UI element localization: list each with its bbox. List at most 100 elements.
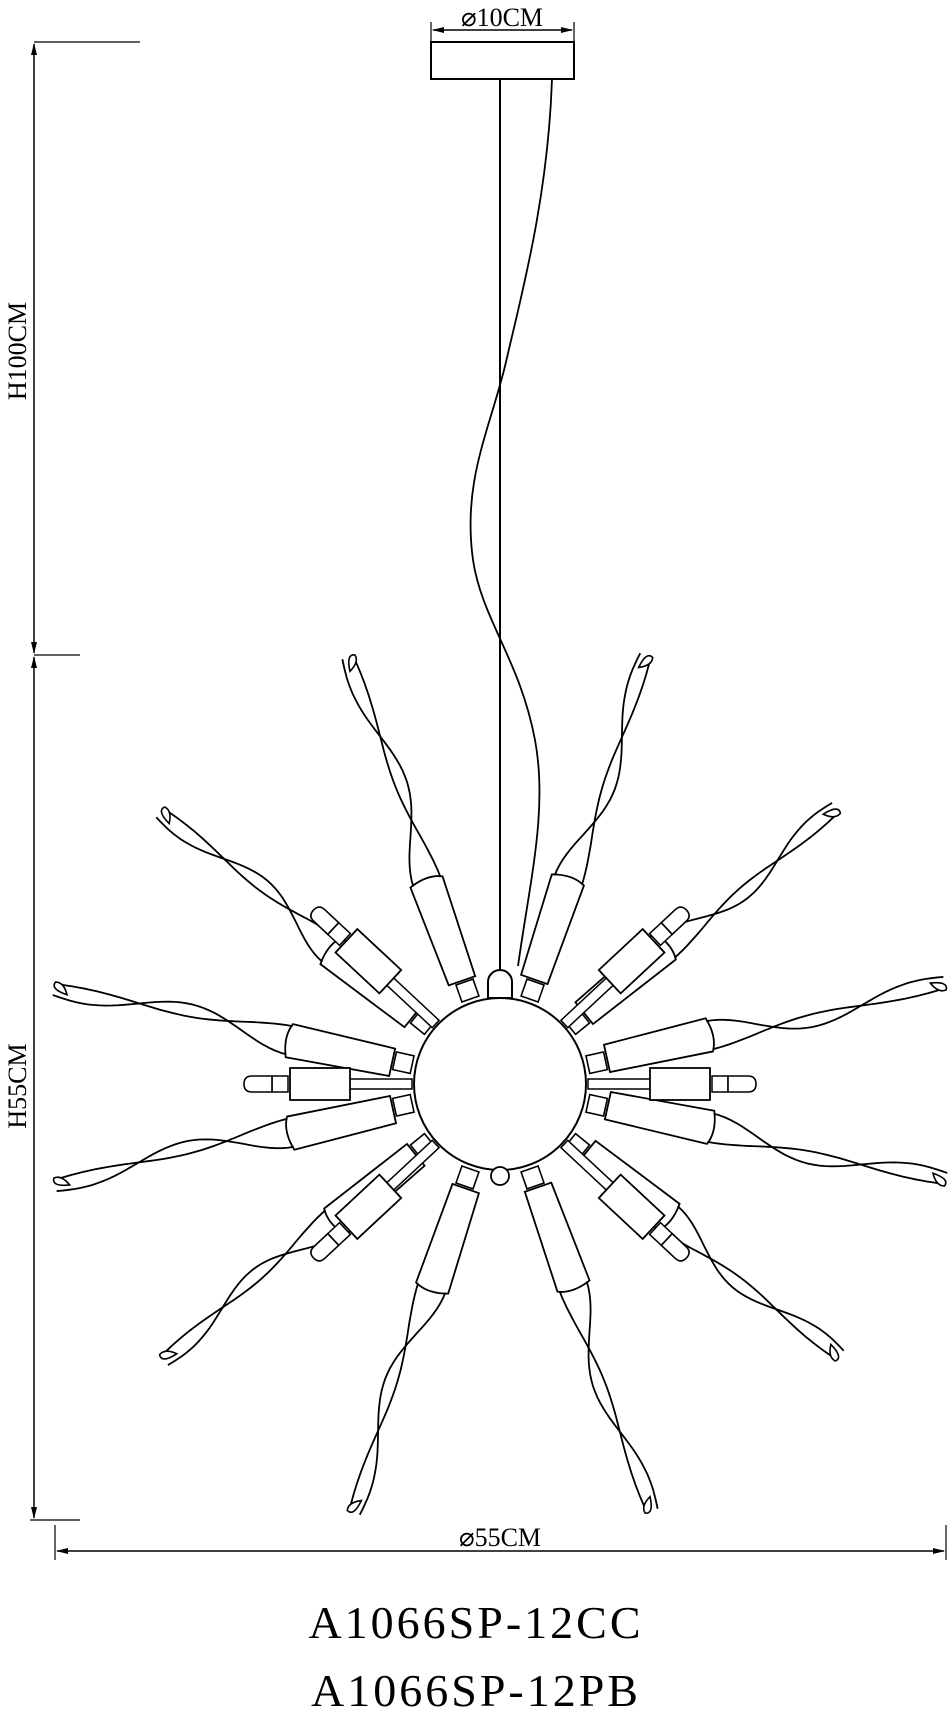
leaf-mount [520,1165,546,1190]
diameter-dimension: ⌀55CM [54,1523,947,1560]
leaf-arm [519,652,654,1003]
leaf-mount [454,978,480,1003]
leaf-tip [829,1342,840,1362]
bulb-base [711,1075,729,1093]
leaf-tip [347,654,358,673]
bulb-socket [649,1067,711,1101]
bulb-arm [559,1139,690,1262]
leaf-ribbon-edge [162,807,342,941]
leaf-mount [585,1093,609,1117]
bulb-socket [597,927,666,995]
leaf-tip [160,806,171,826]
fixture-diameter-label: ⌀55CM [459,1523,541,1552]
leaf-tip [931,1171,947,1187]
leaf-ribbon-edge [558,1290,648,1513]
leaf-tip [642,1495,653,1514]
bulb-arm [587,1067,757,1101]
leaf-blade-base [285,1094,398,1151]
leaf-ribbon-edge [160,1209,327,1357]
leaf-blade-base [602,1017,715,1074]
leaf-ribbon-edge [706,976,944,1030]
leaf-arm [563,1132,845,1362]
leaf-ribbon-edge [167,1231,345,1366]
leaf-ribbon-edge [56,1138,294,1192]
leaf-arm [520,1165,659,1514]
height-dimensions: H100CM H55CM [3,41,140,1521]
bulb-icon [310,1232,340,1262]
leaf-ribbon-edge [553,652,642,876]
fixture-body [413,969,587,1186]
bulb-icon [727,1075,757,1093]
leaf-ribbon-edge [673,811,840,959]
leaf-tip [346,1499,363,1514]
leaf-ribbon-edge [53,1117,288,1181]
leaf-tip [928,981,948,992]
leaf-arm [585,1090,948,1187]
leaf-mount [454,1165,480,1190]
leaf-arm [585,976,948,1075]
ceiling-canopy [430,41,575,80]
leaf-blade-base [603,1090,716,1145]
canopy-diameter-label: ⌀10CM [461,3,543,32]
leaf-ribbon-edge [655,802,833,937]
leaf-ribbon-edge [707,1140,945,1186]
leaf-arm [52,1093,415,1192]
bulb-arm [559,906,690,1029]
model-number-cc: A1066SP-12CC [308,1597,644,1648]
leaf-tip [637,654,654,669]
leaf-blade-base [519,873,585,986]
leaf-ribbon-edge [55,982,293,1028]
model-number-pb: A1066SP-12PB [311,1665,641,1716]
leaf-arm [346,1165,481,1516]
leaf-arm [341,654,480,1003]
bulb-stem [587,1078,659,1090]
leaf-ribbon-edge [341,659,415,887]
leaf-ribbon-edge [713,1112,948,1174]
leaf-blade-base [523,1181,591,1293]
leaf-ribbon-edge [585,1281,659,1509]
bulb-socket [289,1067,351,1101]
leaf-ribbon-edge [658,1227,838,1361]
leaf-tip [158,1350,179,1360]
bulb-base [271,1075,289,1093]
leaf-arm [563,802,842,1036]
fixture-height-label: H55CM [3,1043,32,1128]
leaf-arm [52,981,415,1078]
leaf-ribbon-edge [581,656,652,886]
bulb-arm [310,1139,441,1262]
canopy-dimension: ⌀10CM [430,3,575,42]
bulb-arms [243,906,757,1262]
bulb-socket [334,927,403,995]
bulb-icon [660,906,690,936]
leaf-ribbon-edge [155,816,323,963]
leaf-ribbon-edge [348,1282,419,1512]
leaf-blade-base [284,1023,397,1078]
bulb-icon [310,906,340,936]
leaf-mount [520,978,546,1003]
leaf-blade-base [409,875,477,987]
bulb-socket [334,1173,403,1241]
bottom-finial [490,1166,510,1186]
center-hub [413,997,587,1171]
bulb-socket [597,1173,666,1241]
power-cable [469,78,553,967]
bulb-arm [243,1067,413,1101]
leaf-ribbon-edge [677,1205,845,1352]
top-cap [487,969,513,999]
bulb-arm [310,906,441,1029]
leaf-mount [391,1051,415,1075]
leaf-tip [821,808,842,818]
leaf-arm [158,1132,437,1366]
leaf-mount [585,1051,609,1075]
leaf-arm [155,806,437,1036]
leaf-mount [391,1093,415,1117]
bulb-icon [243,1075,273,1093]
leaf-blade-base [415,1182,481,1295]
leaf-tip [52,1176,72,1187]
drop-height-label: H100CM [3,302,32,400]
bulb-icon [660,1232,690,1262]
leaf-ribbon-edge [352,655,442,878]
leaf-tip [53,981,69,997]
leaf-ribbon-edge [52,994,287,1056]
